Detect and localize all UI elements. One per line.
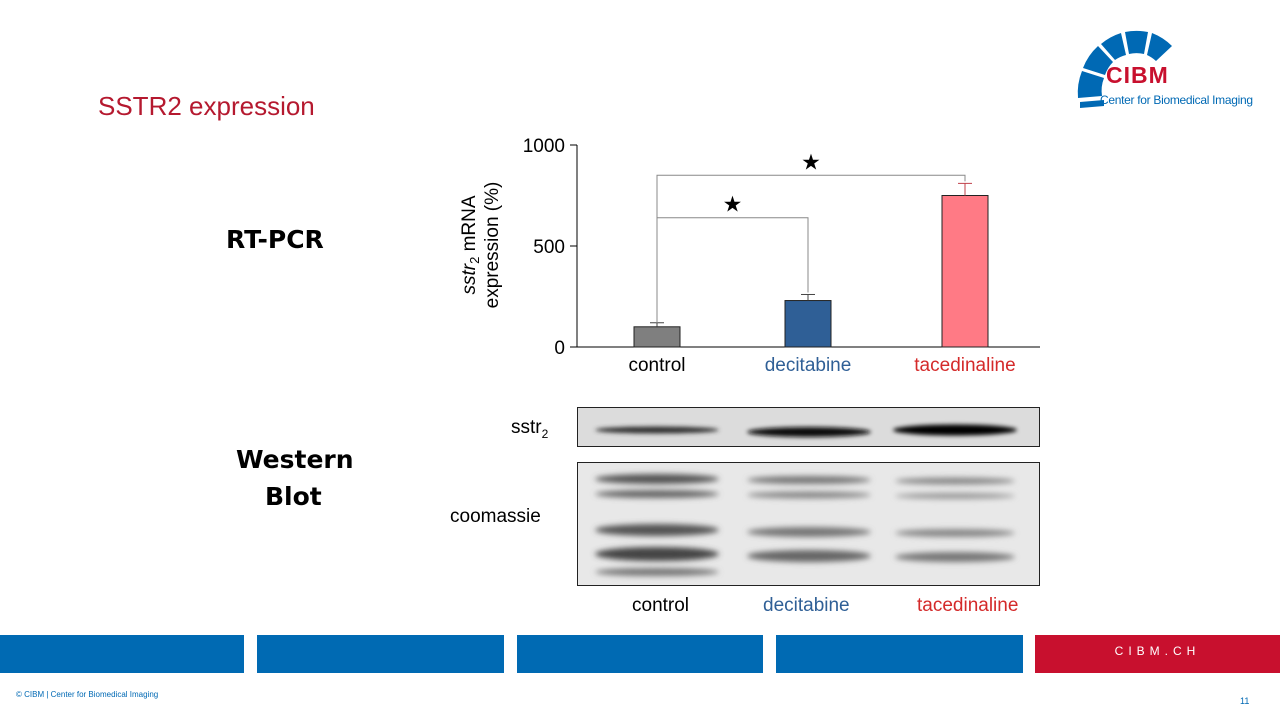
slide-title: SSTR2 expression [98, 91, 315, 121]
y-axis-label: sstr2 mRNA expression (%) [459, 182, 503, 309]
x-tick-label-decitabine: decitabine [765, 355, 852, 376]
coomassie-label: coomassie [450, 506, 541, 527]
blot-lane-label-decitabine: decitabine [763, 595, 850, 616]
footer-bar-1 [0, 635, 244, 673]
significance-star: ★ [723, 193, 743, 218]
coomassie-blot-panel [577, 462, 1040, 586]
footer-bar-3 [517, 635, 763, 673]
cibm-logo [1077, 30, 1172, 108]
x-tick-label-control: control [628, 355, 685, 376]
rtpcr-bar-chart: sstr2 mRNA expression (%) 0 500 1000 contro… [459, 136, 1040, 376]
significance-bracket [656, 174, 966, 323]
bar-control [633, 326, 681, 348]
western-label-line1: Western [236, 445, 354, 474]
y-tick-label: 1000 [523, 136, 565, 157]
bar-tacedinaline [941, 195, 989, 348]
x-tick-label-tacedinaline: tacedinaline [914, 355, 1015, 376]
logo-wordmark: CIBM [1106, 62, 1169, 88]
y-tick-label: 500 [533, 237, 565, 258]
sstr2-band-tacedinaline [893, 424, 1017, 436]
sstr2-blot-panel [577, 407, 1040, 447]
sstr2-band-decitabine [747, 427, 871, 437]
blot-lane-label-control: control [632, 595, 690, 616]
sstr2-band-control [595, 426, 719, 434]
y-axis-label-line2: expression (%) [482, 182, 503, 309]
western-label-line2: Blot [265, 482, 322, 511]
bar-decitabine [784, 300, 832, 348]
sstr2-band-label: sstr2 [511, 417, 549, 441]
y-tick-label: 0 [554, 338, 565, 359]
y-axis-label-line1: sstr2 mRNA [459, 195, 482, 294]
logo-subtitle: Center for Biomedical Imaging [1100, 93, 1253, 107]
significance-star: ★ [801, 150, 821, 175]
blot-lane-label-tacedinaline: tacedinaline [917, 595, 1019, 616]
footer-bar-2 [257, 635, 504, 673]
page-number: 11 [1240, 696, 1250, 706]
copyright-text: © CIBM | Center for Biomedical Imaging [16, 690, 159, 699]
footer-bar-4 [776, 635, 1023, 673]
rtpcr-label: RT-PCR [226, 225, 324, 254]
footer-bar-url [1035, 635, 1280, 673]
footer-url-link[interactable]: CIBM.CH [1114, 644, 1201, 658]
